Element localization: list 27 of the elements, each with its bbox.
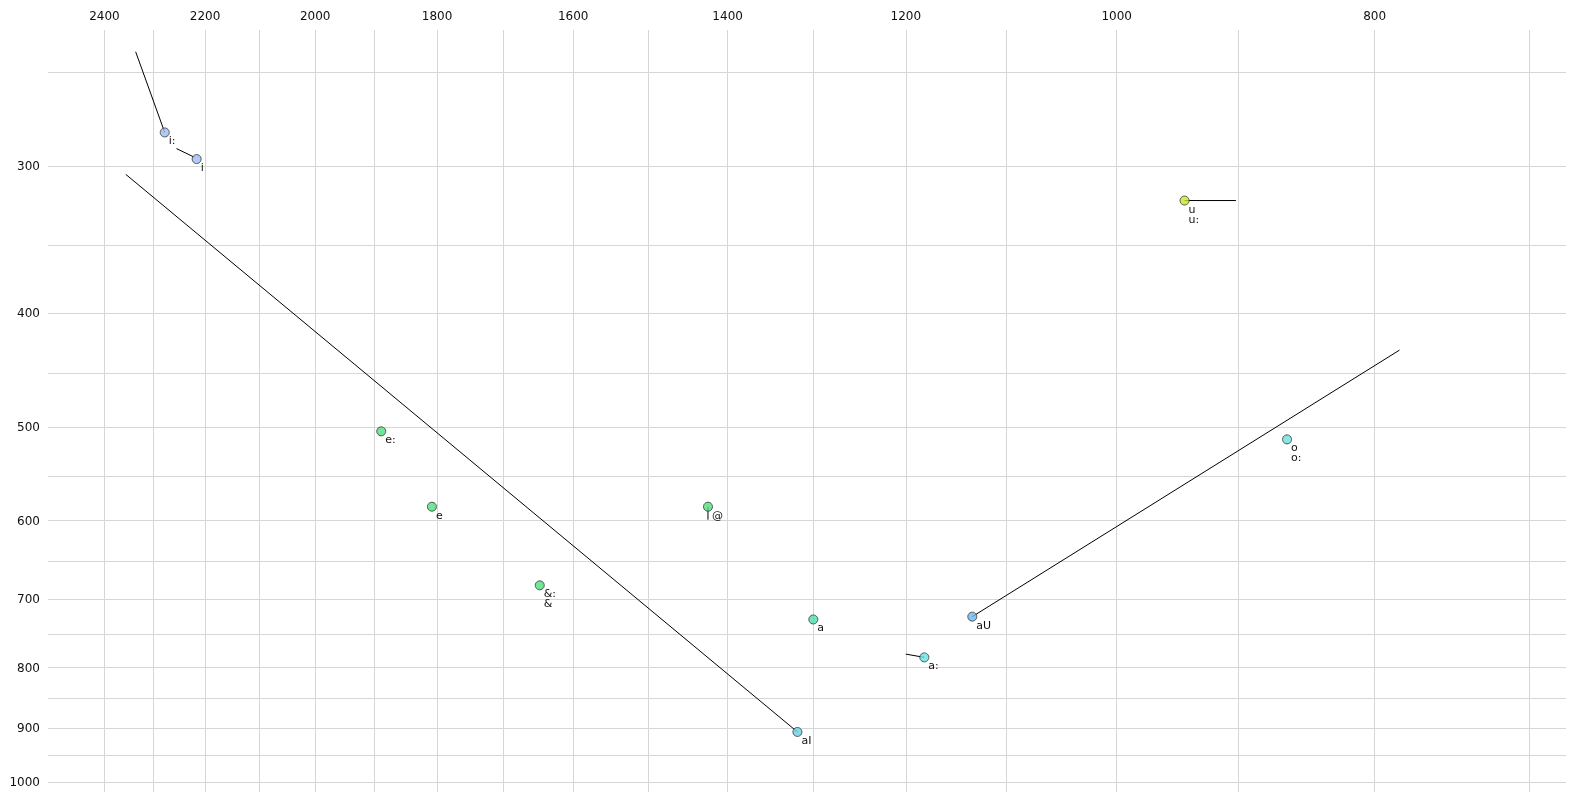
y-tick-label: 500 xyxy=(17,420,40,435)
annotation: & xyxy=(543,597,553,611)
x-tick-label: 1600 xyxy=(557,9,589,23)
x-tick-label: 2200 xyxy=(189,9,221,23)
annotation: a xyxy=(817,621,825,635)
x-tick-label: 1000 xyxy=(1101,9,1132,23)
y-tick-label: 800 xyxy=(17,660,40,675)
annotation: a: xyxy=(928,659,939,673)
y-tick-label: 600 xyxy=(17,513,40,528)
x-tick-label: 1400 xyxy=(712,9,743,23)
annotation: aU xyxy=(976,618,992,632)
annotation: e: xyxy=(385,433,396,447)
x-tick-label: 1200 xyxy=(890,9,922,23)
annotation: i xyxy=(200,161,204,175)
annotation: aI xyxy=(801,733,812,747)
y-tick-label: 400 xyxy=(17,306,40,321)
x-tick-label: 800 xyxy=(1363,9,1387,23)
x-tick-label: 2000 xyxy=(299,9,331,23)
x-tick-label: 1800 xyxy=(421,9,453,23)
annotation: e xyxy=(435,508,443,522)
y-tick-label: 1000 xyxy=(9,774,40,789)
y-tick-label: 300 xyxy=(17,158,40,173)
x-tick-label: 2400 xyxy=(89,9,120,23)
annotation: i: xyxy=(168,134,176,148)
y-tick-label: 700 xyxy=(17,592,40,607)
y-tick-label: 900 xyxy=(17,720,40,735)
annotation: @ xyxy=(711,508,723,522)
